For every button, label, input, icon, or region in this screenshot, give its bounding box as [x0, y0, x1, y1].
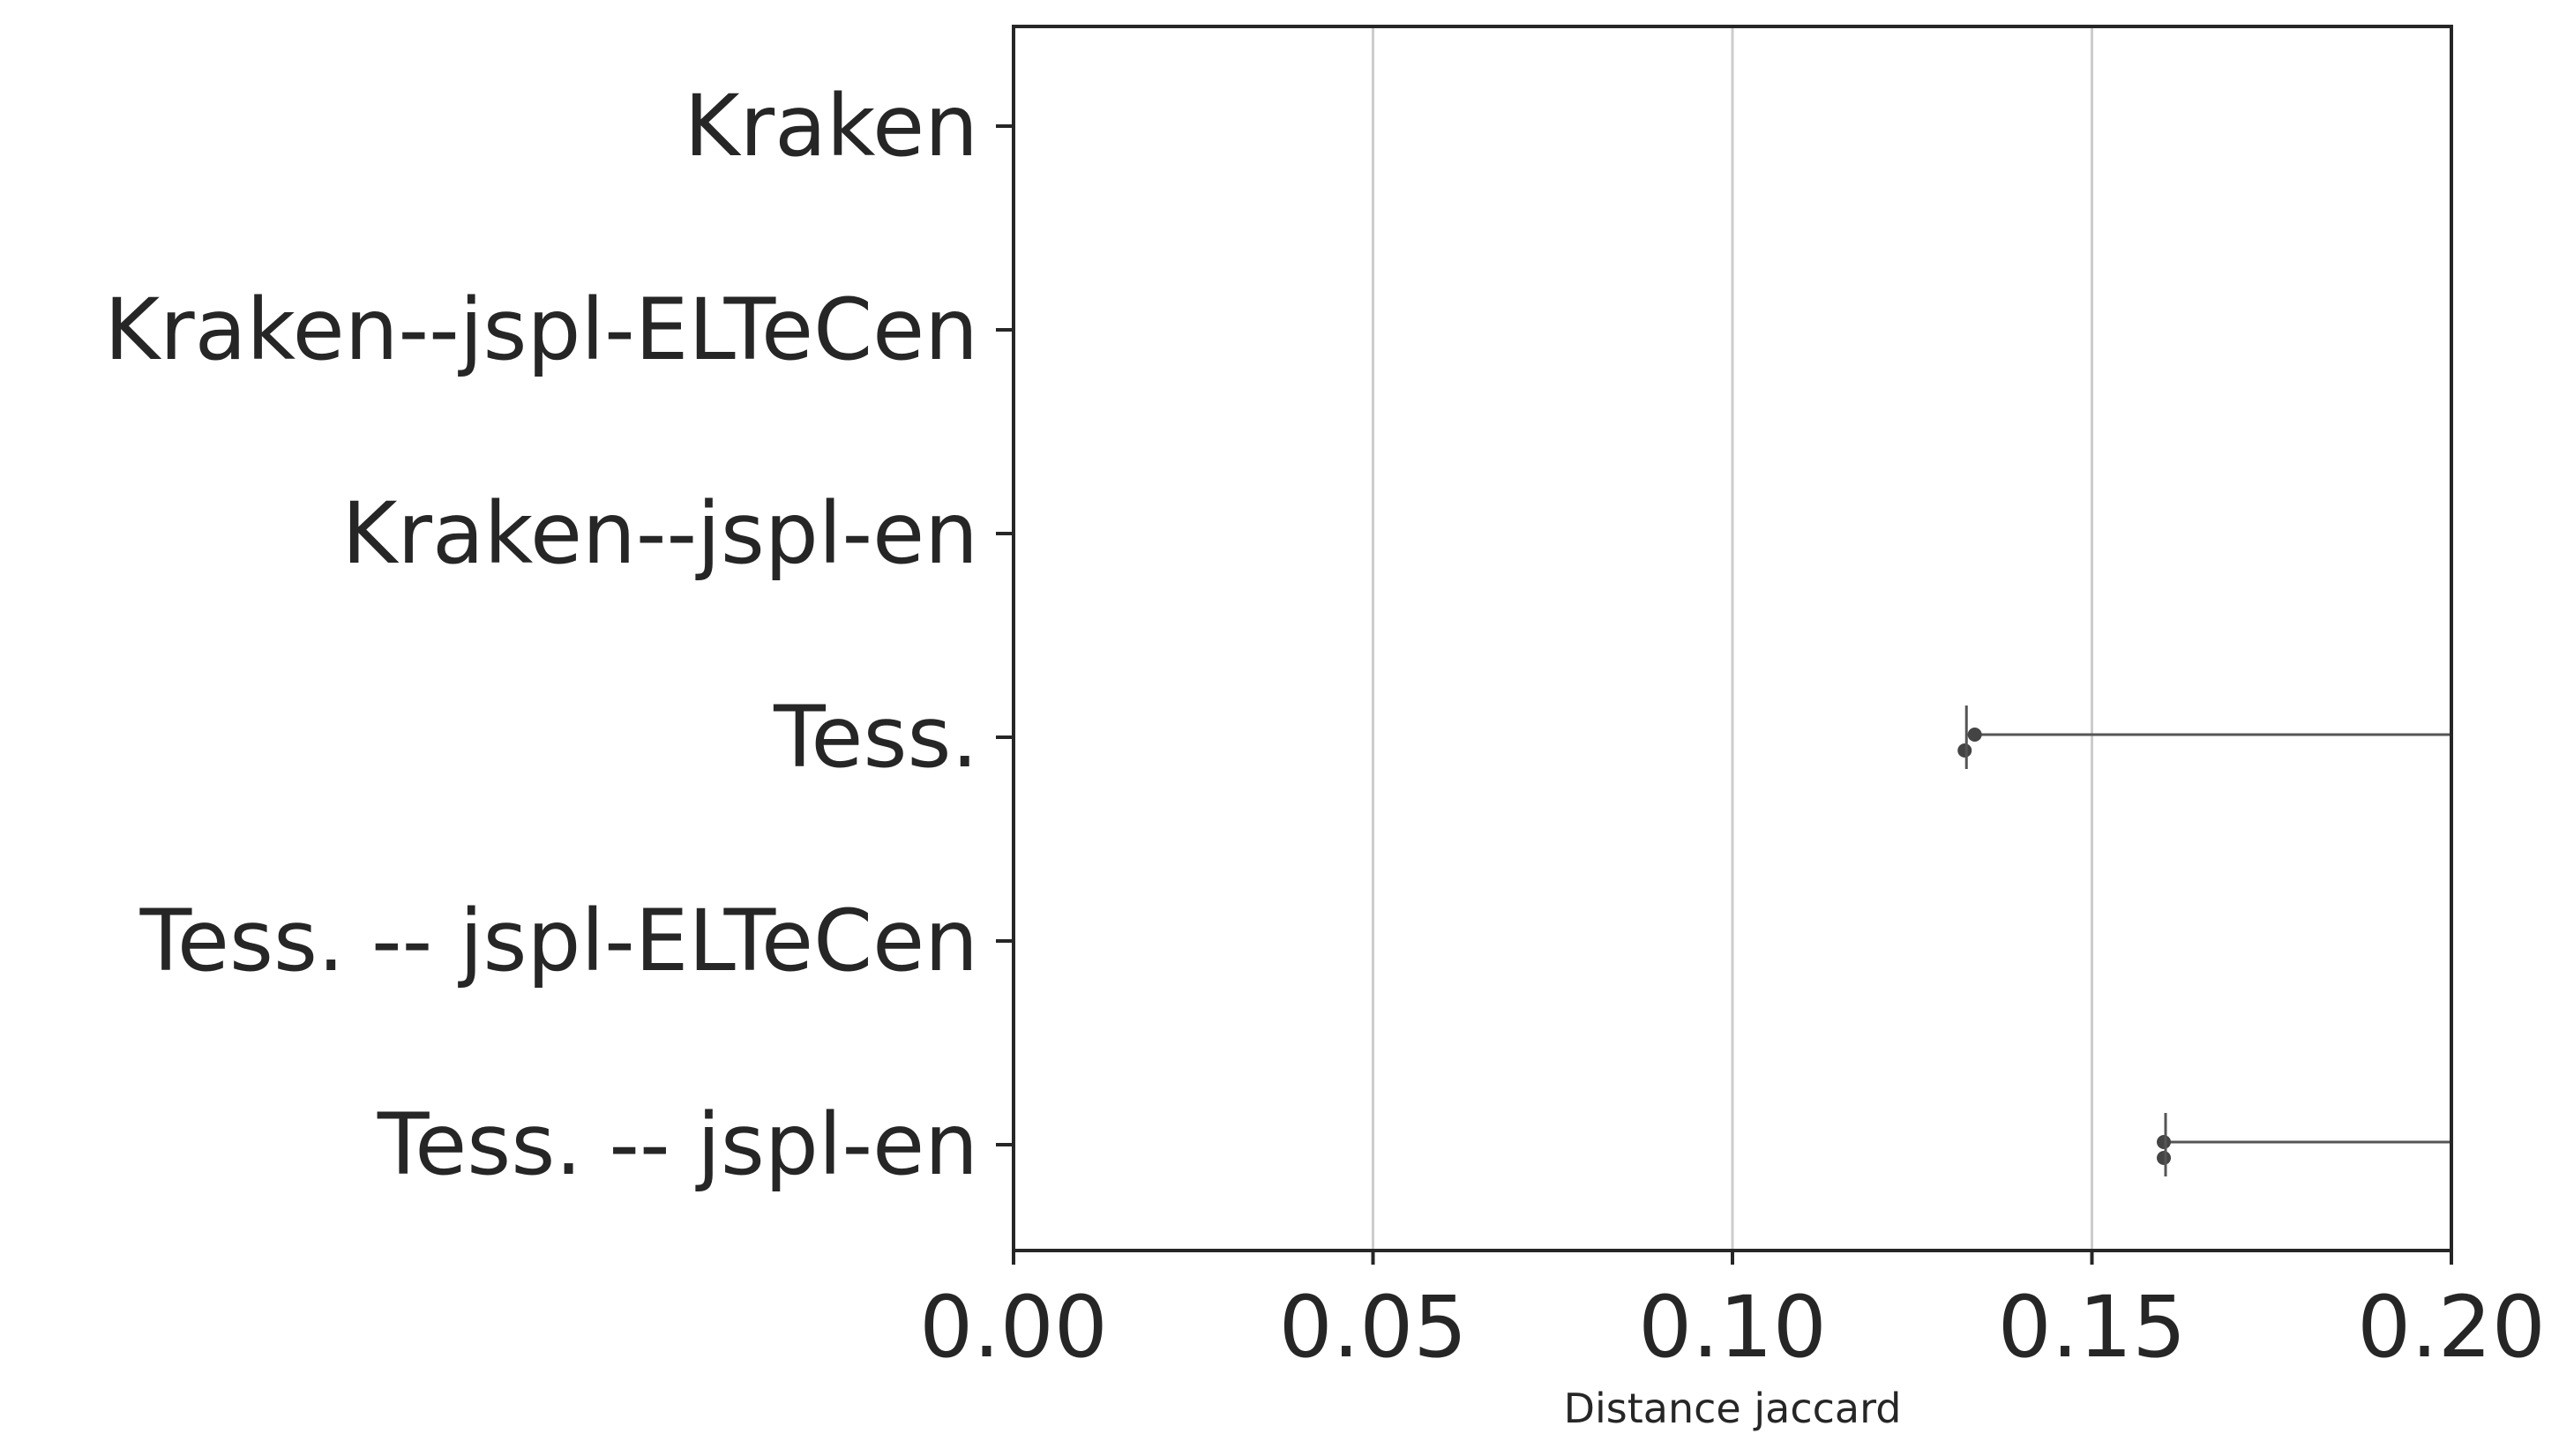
y-tick-label: Kraken--jspl-ELTeCen	[104, 280, 978, 379]
x-tick-label: 0.05	[1279, 1278, 1468, 1377]
y-tick-label: Tess.	[773, 688, 978, 787]
data-point	[1967, 728, 1982, 742]
y-tick-label: Tess. -- jspl-en	[377, 1095, 978, 1194]
x-tick-label: 0.10	[1638, 1278, 1827, 1377]
grid-lines	[1372, 26, 2093, 1251]
data-point	[2157, 1151, 2171, 1165]
x-tick-label: 0.15	[1998, 1278, 2187, 1377]
y-axis: Kraken Kraken--jspl-ELTeCen Kraken--jspl-e…	[104, 77, 1014, 1194]
x-axis: 0.00 0.05 0.10 0.15 0.20	[919, 1251, 2546, 1377]
x-tick-label: 0.20	[2357, 1278, 2546, 1377]
x-axis-title: Distance jaccard	[1564, 1385, 1902, 1432]
x-tick-label: 0.00	[919, 1278, 1108, 1377]
y-tick-label: Kraken--jspl-en	[342, 484, 978, 583]
data-point	[1957, 743, 1972, 758]
data-marks	[1957, 706, 2451, 1176]
y-tick-label: Tess. -- jspl-ELTeCen	[139, 892, 978, 990]
y-tick-label: Kraken	[685, 77, 978, 175]
data-point	[2157, 1135, 2171, 1149]
